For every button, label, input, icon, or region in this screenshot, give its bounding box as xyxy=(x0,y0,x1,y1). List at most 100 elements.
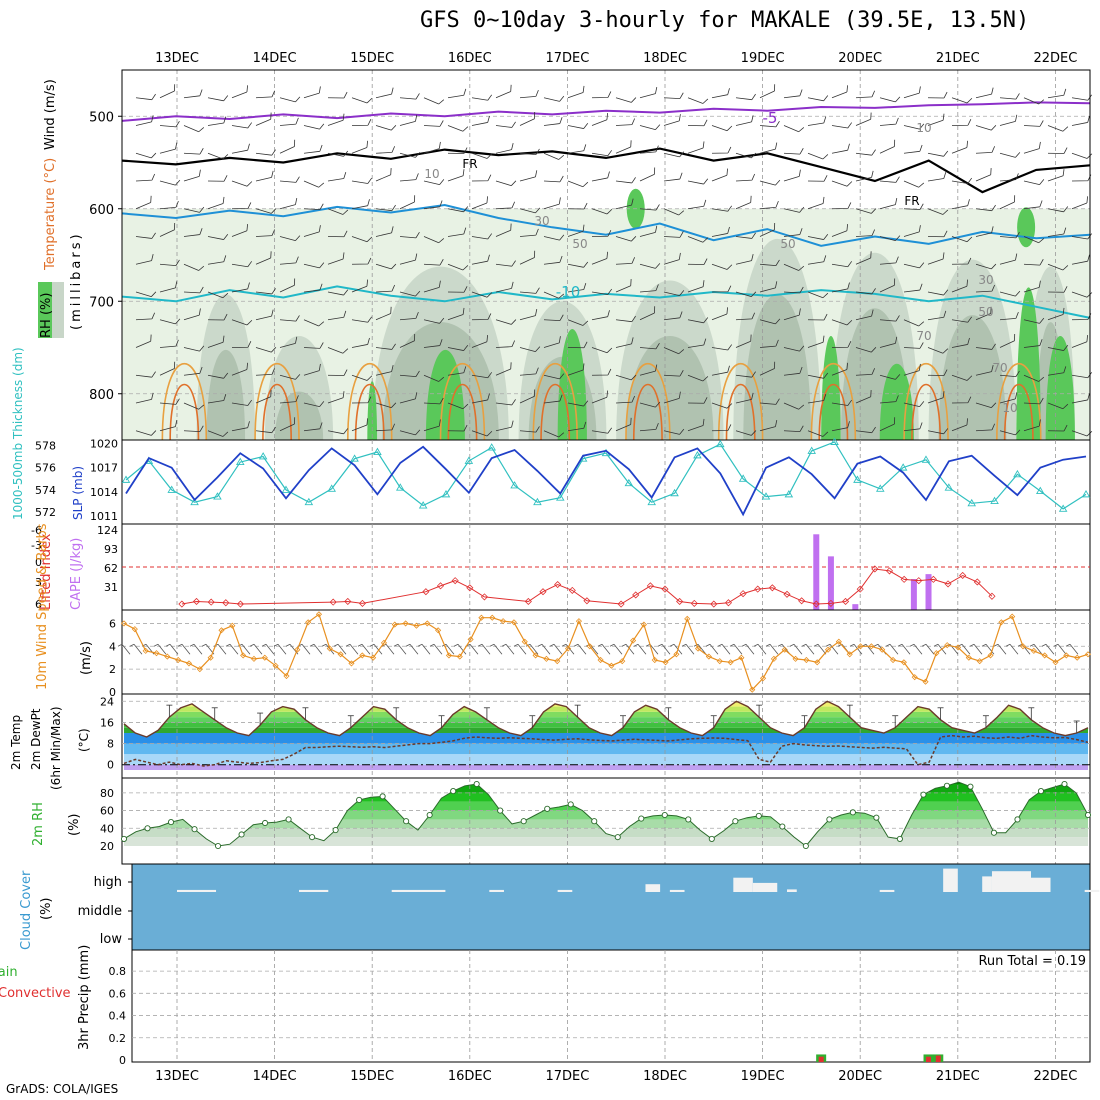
wind-speed-point xyxy=(240,652,247,659)
wind-barb xyxy=(855,347,877,353)
wind-barb xyxy=(615,337,634,348)
wind10m-barb xyxy=(609,643,623,655)
wind-barb xyxy=(735,232,756,239)
wind-barb xyxy=(423,236,445,244)
wind-barb xyxy=(879,139,896,154)
wind-barb xyxy=(303,203,324,210)
wind-barb xyxy=(375,125,397,131)
wind-barb xyxy=(639,422,659,432)
wind-barb xyxy=(831,202,852,210)
wind-barb xyxy=(327,347,349,354)
rh-series xyxy=(120,780,1092,850)
wind-barb xyxy=(423,200,443,210)
wind-speed-point xyxy=(153,650,160,657)
wind-barb xyxy=(279,139,296,154)
wind-ticks: 0 2 4 6 xyxy=(109,617,116,699)
wind-barb xyxy=(927,113,945,126)
wind-speed-point xyxy=(250,655,258,662)
cloud-cell xyxy=(943,868,958,892)
wind-barb xyxy=(615,315,636,323)
wind-barb xyxy=(135,392,154,404)
wind-barb xyxy=(735,371,756,378)
thickness-point xyxy=(624,478,634,487)
wind-barb xyxy=(591,390,608,404)
thickness-point xyxy=(213,492,222,500)
upper-air-grid xyxy=(122,70,1090,440)
wind10m-barb xyxy=(573,643,587,655)
wind10m-barb xyxy=(657,643,671,655)
wind-barb xyxy=(255,112,272,126)
isotherm-warmer xyxy=(725,383,756,441)
rh-point xyxy=(144,825,151,832)
wind-barb xyxy=(303,144,323,154)
ylabel-precip-conv: Convective xyxy=(0,986,71,1001)
wind-barb xyxy=(375,423,396,432)
wind-barb xyxy=(711,146,732,154)
wind-barb xyxy=(279,278,296,293)
wind-barb xyxy=(183,148,204,155)
wind-barb xyxy=(447,88,467,99)
wind-barb xyxy=(975,343,996,350)
wind-barb xyxy=(759,361,776,376)
thickness-point xyxy=(441,489,451,498)
wind-barb xyxy=(711,205,733,212)
temp-line xyxy=(123,700,1089,738)
wind-barb xyxy=(255,170,274,182)
wind-speed-point xyxy=(402,620,409,627)
wind-barb xyxy=(591,288,613,295)
wind-barb xyxy=(207,291,229,299)
wind-barb xyxy=(711,307,728,321)
wind-barb xyxy=(711,226,730,237)
wind-barb xyxy=(183,345,205,352)
lifted-point xyxy=(178,600,186,608)
wind-tick: 4 xyxy=(109,640,116,653)
wind-speed-point xyxy=(359,652,366,659)
wind-barb xyxy=(567,261,589,268)
wind-speed-point xyxy=(348,660,355,667)
lifted-point xyxy=(646,582,654,590)
isotherm-warm xyxy=(717,362,764,441)
wind-barb xyxy=(183,308,201,321)
wind-barb xyxy=(279,374,301,380)
wind-speed-point xyxy=(781,646,788,653)
rh-point xyxy=(755,812,762,819)
wind-barb xyxy=(1023,397,1044,405)
wind-frame xyxy=(121,609,1091,695)
lifted-point xyxy=(827,599,835,607)
x-tick-top: 19DEC xyxy=(741,51,785,66)
wind-barb xyxy=(855,149,876,156)
wind10m-barb xyxy=(429,643,443,655)
isotherm-FR xyxy=(121,147,1091,194)
wind-barb xyxy=(1023,236,1045,244)
ylabel-minmax: (6hr Min/Max) xyxy=(49,707,63,791)
wind-barb xyxy=(999,114,1018,126)
wind-barb xyxy=(999,311,1019,321)
x-tick-bottom: 18DEC xyxy=(643,1069,687,1084)
lifted-point xyxy=(422,588,430,596)
wind-barb xyxy=(255,426,276,434)
rh-point xyxy=(379,793,386,800)
wind-barb xyxy=(615,236,637,242)
wind-barb xyxy=(231,362,248,376)
wind-barb xyxy=(255,347,277,353)
wind-barb xyxy=(711,365,730,376)
wind-barb xyxy=(879,336,898,348)
wind-barb xyxy=(183,286,204,294)
rh-line xyxy=(123,781,1089,847)
precip-conv-bar xyxy=(935,1055,941,1062)
thickness-point xyxy=(944,483,954,491)
cloud-cell xyxy=(879,889,895,892)
wind-barb xyxy=(687,119,708,127)
wind10m-barbs xyxy=(117,643,1079,655)
wind-speed-point xyxy=(218,627,225,634)
x-tick-top: 18DEC xyxy=(643,51,687,66)
wind-speed-point xyxy=(673,651,680,658)
isotherm-warm xyxy=(347,362,393,441)
thickness-point xyxy=(807,446,816,454)
wind-barb xyxy=(375,168,392,182)
rh-point xyxy=(849,809,856,816)
wind-speed-point xyxy=(1030,647,1037,654)
wind-speed-point xyxy=(651,656,658,664)
lifted-point xyxy=(739,590,747,598)
